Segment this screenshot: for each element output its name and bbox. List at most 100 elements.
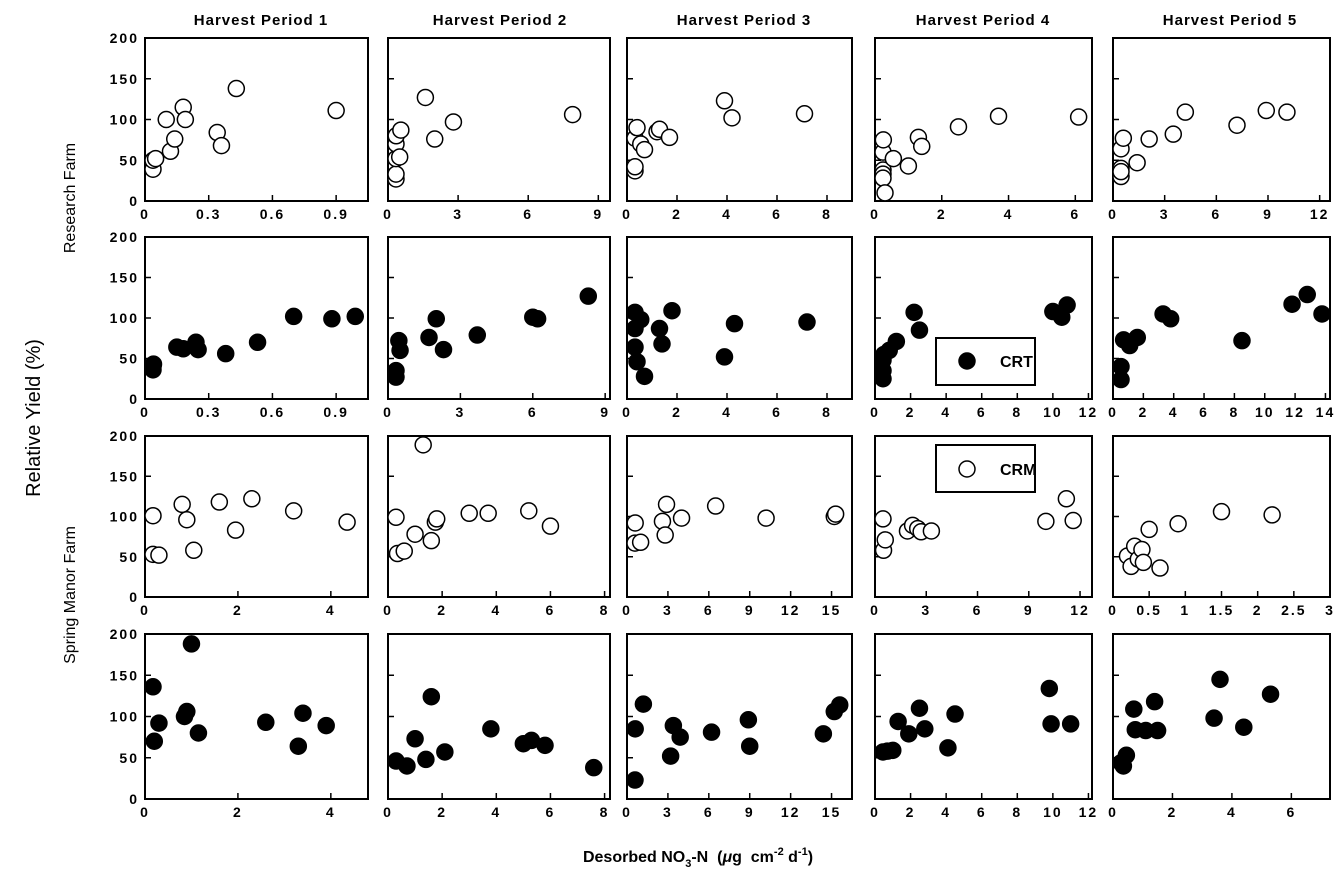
x-tick-label: 4 [941, 804, 951, 820]
data-point [1112, 357, 1130, 376]
data-point [1125, 700, 1143, 718]
column-title-5: Harvest Period 5 [1163, 12, 1297, 29]
data-point [434, 340, 453, 359]
x-axis-label-part-1: Desorbed NO [583, 849, 685, 866]
data-point [479, 504, 497, 523]
x-tick-label: 3 [453, 206, 463, 222]
data-point [579, 287, 598, 305]
data-point [144, 355, 163, 373]
x-tick-label: 0 [1108, 404, 1118, 420]
data-point [702, 723, 721, 741]
data-point [798, 313, 816, 331]
panel-springmanor-crm-hp5: 0 0.5 1 1.5 2 2.5 3 [1108, 435, 1333, 618]
data-point [422, 531, 441, 550]
x-tick-label: 6 [1286, 804, 1296, 820]
data-point [1042, 715, 1060, 733]
data-point [243, 490, 261, 508]
x-tick-label: 12 [1079, 804, 1099, 820]
data-point [157, 110, 175, 129]
data-point [528, 310, 547, 328]
x-tick-label: 6 [546, 602, 556, 618]
data-point [390, 148, 409, 166]
data-point [563, 105, 582, 124]
y-tick-label: 0 [129, 193, 139, 209]
legend-crm-marker [958, 460, 976, 478]
row-group-label-research-farm: Research Farm [62, 143, 79, 253]
data-point [1112, 162, 1130, 181]
x-tick-label: 0 [622, 804, 632, 820]
x-tick-label: 2 [906, 804, 916, 820]
data-point [216, 344, 235, 363]
data-point [715, 348, 734, 366]
data-point [536, 736, 554, 755]
x-tick-label: 4 [491, 804, 501, 820]
data-point [626, 771, 644, 789]
x-tick-label: 3 [663, 602, 673, 618]
x-tick-label: 1 [1180, 602, 1190, 618]
x-axis-label-mu: μ [721, 849, 732, 866]
x-tick-label: 4 [722, 206, 732, 222]
x-tick-label: 6 [704, 804, 714, 820]
x-tick-label: 6 [772, 206, 782, 222]
data-point [672, 509, 691, 527]
data-point [884, 149, 903, 168]
x-tick-label: 9 [745, 602, 755, 618]
x-tick-label: 0.3 [196, 404, 221, 420]
data-point [323, 310, 341, 328]
y-tick-label: 0 [129, 391, 139, 407]
x-tick-label: 0 [383, 602, 393, 618]
data-point [416, 88, 435, 107]
x-tick-label: 9 [593, 206, 603, 222]
x-tick-label: 10 [1255, 404, 1275, 420]
data-point [284, 502, 303, 520]
x-axis-label-sup-2: -1 [798, 846, 808, 858]
column-title-1: Harvest Period 1 [194, 12, 328, 29]
data-point [1117, 746, 1136, 765]
x-tick-label: 6 [546, 804, 556, 820]
x-tick-label: 0 [870, 404, 880, 420]
y-tick-label: 200 [110, 30, 139, 46]
data-point [185, 541, 203, 560]
x-tick-label: 6 [1211, 206, 1221, 222]
data-point [632, 310, 650, 329]
data-point [212, 136, 231, 155]
data-point [939, 739, 957, 757]
x-tick-label: 2 [1168, 804, 1178, 820]
data-point [715, 92, 734, 110]
x-tick-label: 6 [523, 206, 533, 222]
y-tick-label: 0 [129, 791, 139, 807]
y-tick-label: 100 [110, 709, 139, 725]
x-tick-label: 2.5 [1281, 602, 1306, 618]
data-point [178, 702, 196, 721]
data-point [916, 720, 934, 738]
data-point [634, 695, 653, 713]
data-point [884, 741, 902, 760]
data-point [1212, 502, 1231, 521]
x-tick-label: 4 [1169, 404, 1179, 420]
y-tick-label: 50 [119, 351, 139, 367]
data-point [1140, 520, 1158, 539]
data-point [387, 165, 405, 183]
panel-research-crm-hp3: 0 2 4 6 8 [622, 37, 853, 222]
y-tick-label: 150 [110, 468, 139, 484]
x-tick-label: 2 [1253, 602, 1263, 618]
x-tick-label: 0.9 [323, 404, 348, 420]
data-point [874, 169, 892, 187]
data-point [427, 510, 446, 528]
x-tick-label: 0.6 [260, 404, 285, 420]
x-tick-label: 12 [781, 602, 801, 618]
x-tick-label: 6 [772, 404, 782, 420]
data-point [912, 137, 931, 156]
x-tick-label: 2 [233, 602, 243, 618]
x-tick-label: 2 [233, 804, 243, 820]
x-tick-label: 8 [600, 804, 610, 820]
data-point [327, 101, 345, 120]
y-tick-label: 200 [110, 626, 139, 642]
data-point [210, 493, 229, 511]
data-point [949, 118, 968, 136]
data-point [460, 504, 478, 523]
data-point [294, 704, 312, 722]
x-tick-label: 0 [383, 404, 393, 420]
panel-springmanor-crt-hp3: 0 3 6 9 12 15 [622, 633, 853, 820]
data-point [1064, 511, 1082, 530]
